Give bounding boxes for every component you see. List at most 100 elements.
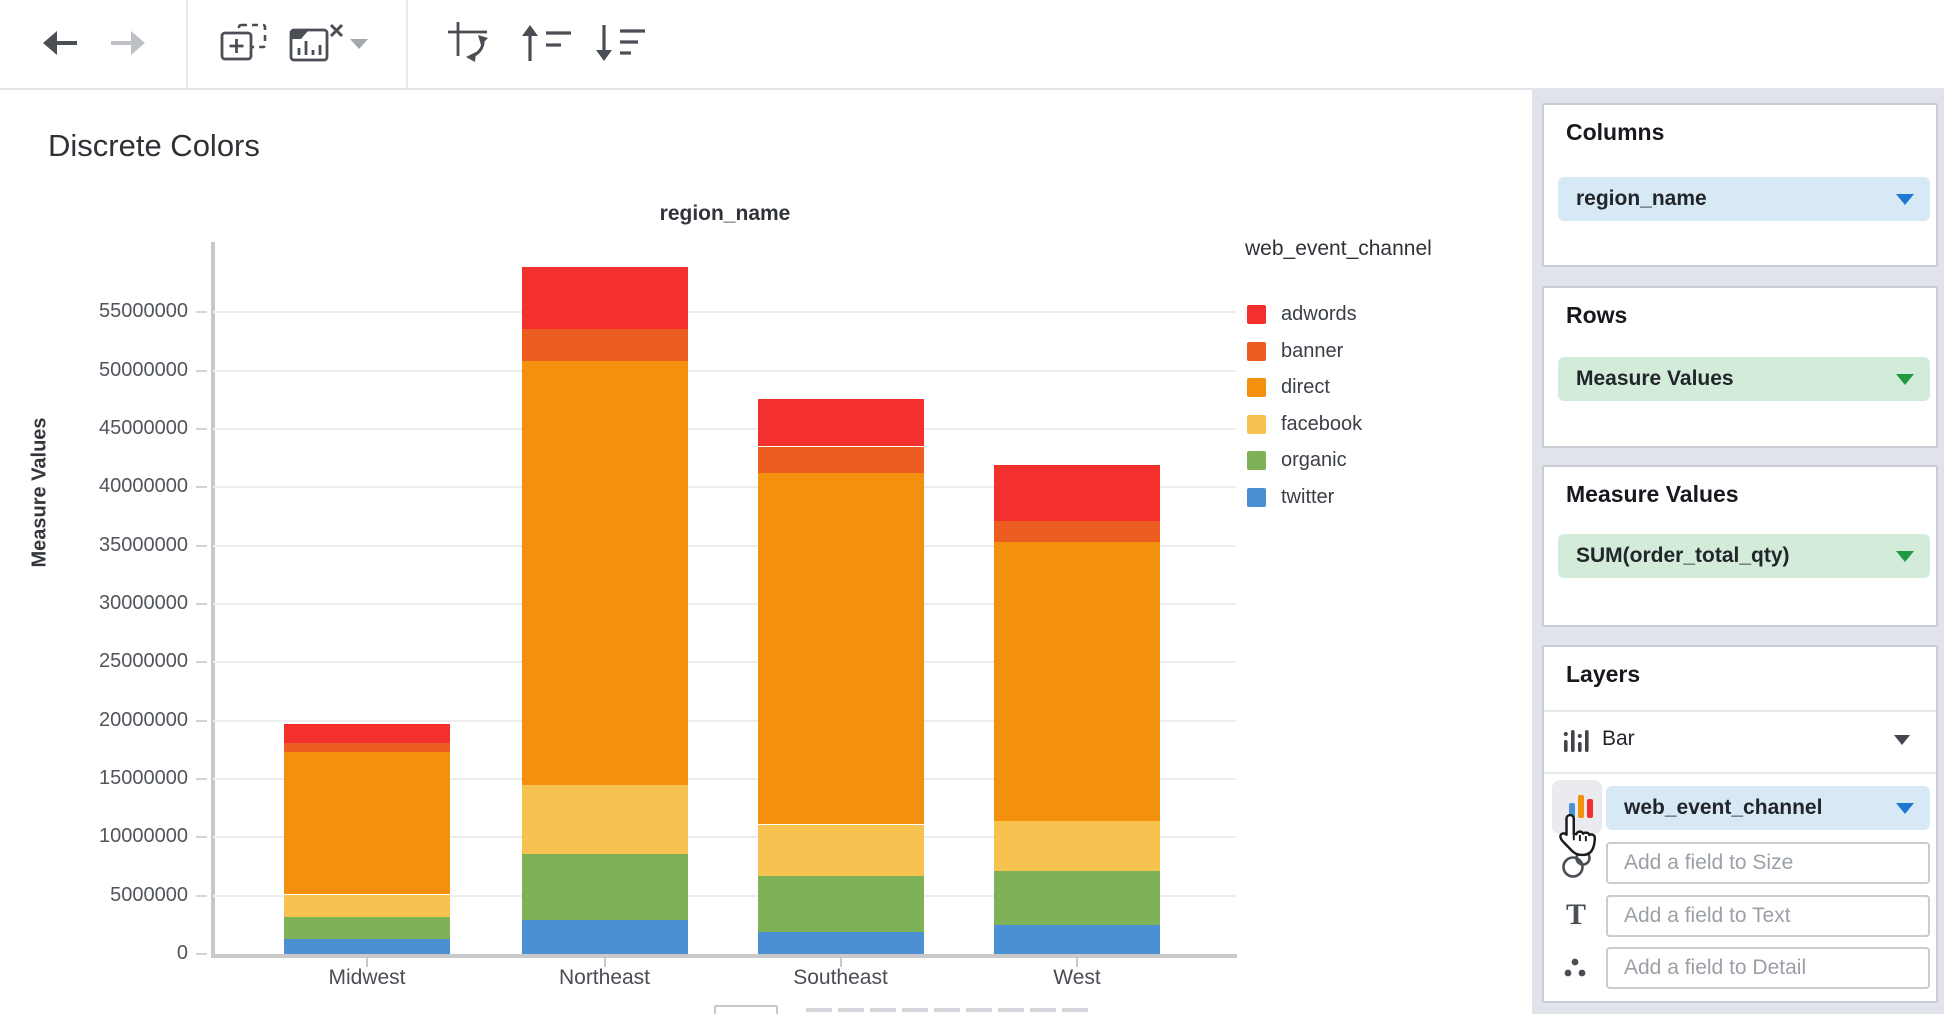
bar-segment-twitter[interactable] — [521, 920, 688, 954]
swap-axes-icon — [445, 18, 495, 71]
y-tick-mark — [196, 603, 207, 605]
legend-label: organic — [1281, 448, 1347, 471]
forward-button[interactable] — [98, 0, 162, 88]
y-tick-label: 35000000 — [99, 533, 188, 556]
bar-segment-banner[interactable] — [994, 521, 1160, 543]
bar-segment-direct[interactable] — [284, 752, 450, 895]
legend-item[interactable]: direct — [1247, 376, 1330, 398]
color-shelf-icon[interactable] — [1563, 788, 1599, 824]
bar-segment-organic[interactable] — [521, 853, 688, 921]
color-pill-web-event-channel[interactable]: web_event_channel — [1606, 786, 1930, 830]
legend-item[interactable]: twitter — [1247, 486, 1334, 508]
sort-ascending-button[interactable] — [512, 0, 580, 88]
legend-item[interactable]: facebook — [1247, 413, 1362, 435]
back-button[interactable] — [26, 0, 90, 88]
bar-segment-direct[interactable] — [521, 361, 688, 785]
sort-descending-icon — [591, 21, 649, 68]
measure-values-card: Measure Values SUM(order_total_qty) — [1542, 465, 1938, 627]
chevron-down-icon[interactable] — [1896, 551, 1914, 562]
bar-segment-banner[interactable] — [757, 446, 924, 474]
text-field-input[interactable] — [1606, 895, 1930, 937]
rows-pill-measure-values[interactable]: Measure Values — [1558, 357, 1930, 401]
bar-segment-direct[interactable] — [757, 473, 924, 825]
bar-segment-facebook[interactable] — [521, 784, 688, 854]
gridline — [213, 836, 1236, 839]
y-tick-mark — [196, 544, 207, 547]
gridline — [213, 603, 1236, 605]
bar-segment-facebook[interactable] — [284, 894, 450, 917]
detail-field-input[interactable] — [1606, 947, 1930, 989]
divider — [1544, 772, 1936, 774]
detail-shelf-icon[interactable] — [1558, 950, 1594, 986]
gridline — [213, 778, 1236, 780]
y-tick-label: 10000000 — [99, 825, 188, 848]
gridline — [213, 661, 1236, 664]
bar-segment-twitter[interactable] — [994, 924, 1160, 954]
y-tick-mark — [196, 486, 207, 489]
y-tick-mark — [196, 719, 207, 722]
toolbar — [0, 0, 1944, 90]
measure-values-pill-sum[interactable]: SUM(order_total_qty) — [1558, 534, 1930, 578]
legend-label: direct — [1281, 375, 1330, 398]
bar-segment-facebook[interactable] — [757, 824, 924, 876]
sort-descending-button[interactable] — [586, 0, 654, 88]
y-tick-mark — [196, 894, 207, 897]
legend-swatch — [1247, 377, 1266, 397]
bar-segment-organic[interactable] — [994, 871, 1160, 925]
chevron-down-icon[interactable] — [1896, 374, 1914, 385]
layer-type-chevron-icon[interactable] — [1894, 735, 1910, 745]
y-tick-mark — [196, 311, 207, 314]
y-tick-mark — [196, 428, 207, 430]
size-field-input[interactable] — [1606, 842, 1930, 884]
x-axis-title: region_name — [659, 202, 791, 225]
y-tick-label: 20000000 — [99, 708, 188, 731]
remove-chart-icon — [288, 21, 372, 68]
bar-segment-banner[interactable] — [521, 328, 688, 362]
x-axis-label: West — [1053, 966, 1101, 989]
remove-chart-button[interactable] — [284, 0, 376, 88]
toolbar-divider — [406, 0, 408, 88]
gridline — [213, 486, 1236, 489]
legend-item[interactable]: organic — [1247, 449, 1347, 471]
add-chart-button[interactable] — [212, 0, 276, 88]
x-axis-label: Northeast — [558, 966, 651, 989]
bar-segment-adwords[interactable] — [757, 398, 924, 447]
y-tick-mark — [196, 661, 207, 664]
bar-segment-direct[interactable] — [994, 542, 1160, 821]
bar-segment-facebook[interactable] — [994, 821, 1160, 872]
shelf-panel: Columns region_name Rows Measure Values … — [1532, 90, 1944, 1014]
columns-card: Columns region_name — [1542, 103, 1938, 267]
chevron-down-icon[interactable] — [1896, 803, 1914, 814]
legend-swatch — [1247, 450, 1266, 470]
text-shelf-icon[interactable]: T — [1565, 898, 1586, 931]
gridline — [213, 894, 1236, 897]
bar-segment-adwords[interactable] — [284, 724, 450, 743]
bar-segment-adwords[interactable] — [994, 465, 1160, 522]
toolbar-divider — [186, 0, 188, 88]
y-tick-label: 55000000 — [99, 300, 188, 323]
back-arrow-icon — [35, 21, 81, 68]
bar-segment-banner[interactable] — [284, 742, 450, 753]
bar-segment-twitter[interactable] — [757, 931, 924, 954]
x-axis-label: Midwest — [328, 966, 406, 989]
columns-pill-region-name[interactable]: region_name — [1558, 177, 1930, 221]
pill-label: Measure Values — [1576, 367, 1734, 390]
size-shelf-icon[interactable] — [1558, 845, 1594, 881]
y-tick-label: 15000000 — [99, 767, 188, 789]
pill-label: SUM(order_total_qty) — [1576, 544, 1790, 567]
x-tick-mark — [603, 958, 606, 967]
chevron-down-icon[interactable] — [1896, 194, 1914, 205]
swap-axes-button[interactable] — [436, 0, 504, 88]
bar-segment-organic[interactable] — [757, 875, 924, 932]
bar-segment-organic[interactable] — [284, 916, 450, 939]
y-tick-mark — [196, 953, 207, 955]
y-tick-mark — [196, 836, 207, 839]
bar-segment-twitter[interactable] — [284, 938, 450, 954]
rows-card: Rows Measure Values — [1542, 286, 1938, 448]
legend-item[interactable]: banner — [1247, 340, 1343, 362]
bar-segment-adwords[interactable] — [521, 266, 688, 329]
y-tick-label: 5000000 — [110, 883, 188, 906]
remove-chart-caret — [350, 38, 368, 49]
chart-canvas: Discrete Colors region_name Measure Valu… — [0, 90, 1532, 1014]
legend-item[interactable]: adwords — [1247, 303, 1357, 325]
